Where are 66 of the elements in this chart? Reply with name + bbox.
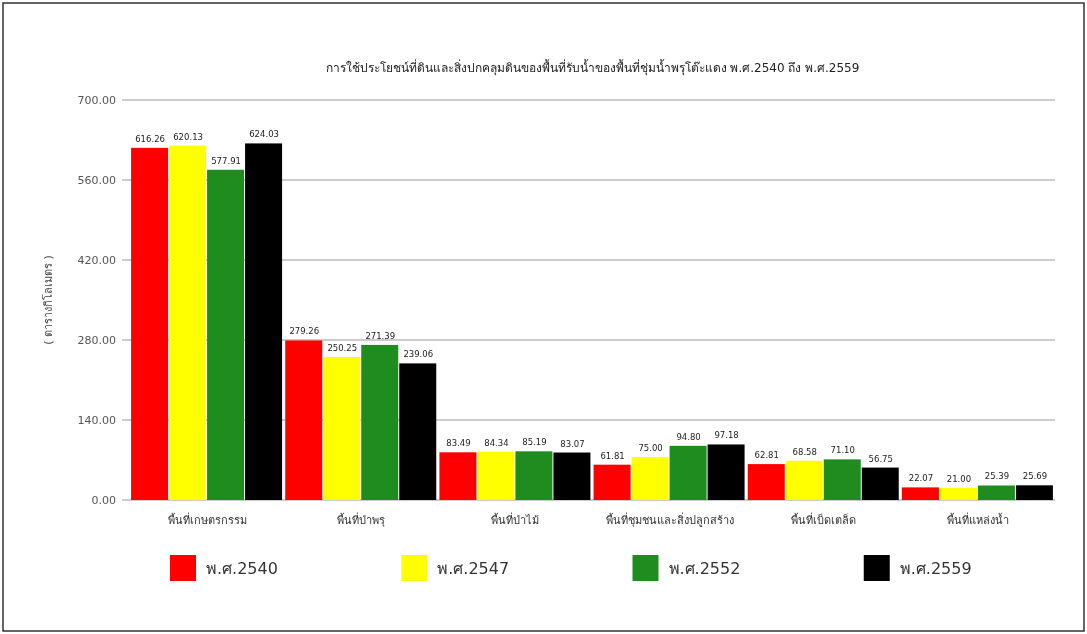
- y-tick-label: 140.00: [77, 414, 116, 427]
- data-label: 83.07: [560, 438, 585, 449]
- data-label: 75.00: [638, 443, 663, 454]
- data-label: 25.69: [1022, 471, 1048, 482]
- bar: [245, 143, 283, 500]
- chart-title: การใช้ประโยชน์ที่ดินและสิ่งปกคลุมดินของพื้นที่รับน้ำของพื้นที่ชุ่มน้ำพรุโต๊ะแดง พ.ศ.2540 ถึง พ.ศ.2559: [325, 59, 860, 76]
- legend-label: พ.ศ.2552: [668, 559, 741, 578]
- bar: [399, 363, 437, 500]
- data-label: 250.25: [327, 343, 358, 353]
- bar: [553, 452, 591, 500]
- legend-label: พ.ศ.2547: [437, 559, 510, 578]
- bar: [131, 147, 169, 500]
- bar: [439, 452, 477, 500]
- bar: [477, 451, 515, 500]
- data-label: 279.26: [289, 326, 320, 337]
- data-label: 22.07: [908, 473, 934, 484]
- bar: [785, 460, 823, 500]
- bar: [593, 464, 631, 500]
- data-label: 577.91: [211, 155, 241, 166]
- data-label: 271.39: [365, 330, 396, 341]
- bar: [169, 145, 207, 500]
- data-label: 21.00: [946, 474, 972, 484]
- bar: [977, 485, 1015, 500]
- bar: [901, 487, 939, 500]
- y-tick-label: 280.00: [77, 334, 116, 347]
- y-tick-label: 420.00: [77, 254, 116, 267]
- data-label: 83.49: [446, 438, 471, 449]
- data-label: 620.13: [173, 131, 203, 142]
- bar: [939, 488, 977, 500]
- data-label: 85.19: [522, 437, 547, 448]
- bar: [631, 457, 669, 500]
- bar: [361, 344, 399, 500]
- data-label: 616.26: [135, 133, 165, 144]
- data-label: 25.39: [984, 471, 1010, 482]
- x-tick-label: พื้นที่เกษตรกรรม: [167, 512, 247, 527]
- bar: [747, 464, 785, 500]
- data-label: 56.75: [868, 453, 893, 464]
- x-tick-label: พื้นที่ป่าไม้: [491, 512, 540, 527]
- bar: [1015, 485, 1053, 500]
- y-tick-label: 560.00: [77, 174, 116, 187]
- x-tick-label: พื้นที่เบ็ดเตล็ด: [791, 512, 857, 527]
- data-label: 71.10: [830, 445, 855, 456]
- x-tick-label: พื้นที่ชุมชนและสิ่งปลูกสร้าง: [605, 512, 734, 527]
- bar: [861, 467, 899, 500]
- y-axis-title: ( ตารางกิโลเมตร ): [41, 255, 55, 345]
- data-label: 97.18: [714, 430, 739, 441]
- data-label: 84.34: [484, 437, 509, 448]
- bar: [285, 340, 323, 500]
- data-label: 239.06: [403, 349, 434, 360]
- data-label: 62.81: [754, 450, 779, 461]
- y-tick-label: 700.00: [77, 94, 116, 107]
- bar: [207, 169, 245, 500]
- data-label: 94.80: [676, 431, 701, 442]
- bar: [515, 451, 553, 500]
- bar: [823, 459, 861, 500]
- bar: [707, 444, 745, 500]
- bar: [669, 445, 707, 500]
- data-label: 624.03: [249, 129, 279, 140]
- y-tick-label: 0.00: [91, 494, 116, 507]
- data-label: 61.81: [600, 450, 625, 461]
- legend-label: พ.ศ.2559: [899, 559, 972, 578]
- x-tick-label: พื้นที่ป่าพรุ: [337, 512, 386, 527]
- x-tick-label: พื้นที่แหล่งน้ำ: [946, 512, 1009, 527]
- legend-label: พ.ศ.2540: [206, 559, 278, 578]
- data-label: 68.58: [792, 446, 817, 457]
- bar: [323, 357, 361, 500]
